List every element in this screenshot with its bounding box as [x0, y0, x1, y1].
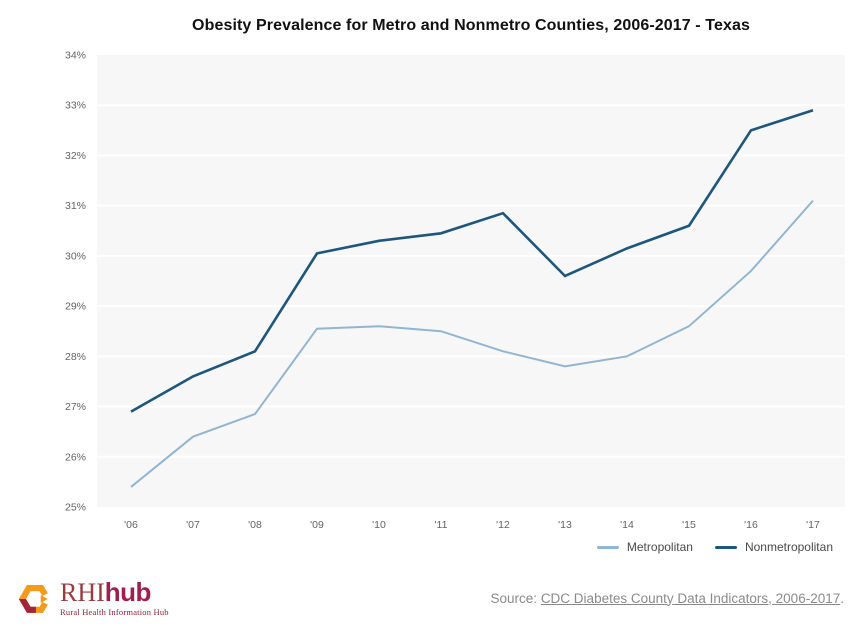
y-axis-label: 34%: [65, 50, 86, 62]
y-axis-label: 25%: [65, 502, 86, 514]
y-axis-label: 31%: [65, 200, 86, 212]
series-line-metropolitan: [130, 199, 814, 488]
footer: RHIhub Rural Health Information Hub Sour…: [16, 576, 844, 620]
rhihub-hexagon-icon: [18, 584, 54, 613]
logo-arrow-icon: [40, 594, 48, 603]
logo-text-hub: hub: [104, 577, 152, 607]
legend-swatch-icon: [714, 545, 737, 549]
x-axis-label: '12: [496, 519, 510, 531]
chart-legend: Metropolitan Nonmetropolitan: [596, 540, 833, 554]
y-axis-label: 28%: [65, 351, 86, 363]
x-axis-label: '06: [124, 519, 138, 531]
x-axis-label: '07: [186, 519, 200, 531]
source-text: Source: CDC Diabetes County Data Indicat…: [491, 591, 844, 606]
x-axis-label: '10: [372, 519, 386, 531]
logo-text: RHIhub Rural Health Information Hub: [60, 579, 169, 617]
logo-tagline: Rural Health Information Hub: [60, 607, 169, 617]
y-axis-label: 30%: [65, 250, 86, 262]
legend-item-nonmetropolitan[interactable]: Nonmetropolitan: [714, 540, 833, 554]
y-axis-label: 27%: [65, 401, 86, 413]
logo-text-rhi: RHI: [60, 578, 105, 607]
plot-area: [97, 55, 845, 507]
x-axis-label: '13: [558, 519, 572, 531]
y-axis-label: 33%: [65, 100, 86, 112]
x-axis-label: '11: [435, 519, 448, 531]
source-suffix: .: [840, 590, 844, 606]
x-axis-label: '09: [310, 519, 324, 531]
legend-swatch-icon: [596, 545, 619, 549]
chart-title: Obesity Prevalence for Metro and Nonmetr…: [192, 17, 750, 34]
legend-item-metropolitan[interactable]: Metropolitan: [596, 540, 693, 554]
x-axis-label: '16: [744, 519, 758, 531]
x-axis-label: '08: [248, 519, 262, 531]
legend-label: Nonmetropolitan: [744, 540, 833, 554]
y-axis-label: 32%: [65, 150, 86, 162]
y-axis-label: 26%: [65, 451, 86, 463]
logo-hex-maroon-segment: [18, 598, 36, 613]
x-axis-label: '17: [806, 519, 820, 531]
x-axis-label: '15: [682, 519, 696, 531]
obesity-line-chart: 25% 26% 27% 28% 29% 30% 31% 32% 33% 34% '06 '07 '08 '…: [64, 49, 845, 531]
x-axis-label: '14: [620, 519, 634, 531]
source-link[interactable]: CDC Diabetes County Data Indicators, 200…: [540, 590, 841, 606]
legend-label: Metropolitan: [626, 540, 693, 554]
source-label: Source:: [490, 590, 538, 606]
y-axis-label: 29%: [65, 301, 86, 313]
series-line-nonmetropolitan: [130, 109, 814, 413]
rhihub-logo[interactable]: RHIhub Rural Health Information Hub: [16, 579, 169, 617]
